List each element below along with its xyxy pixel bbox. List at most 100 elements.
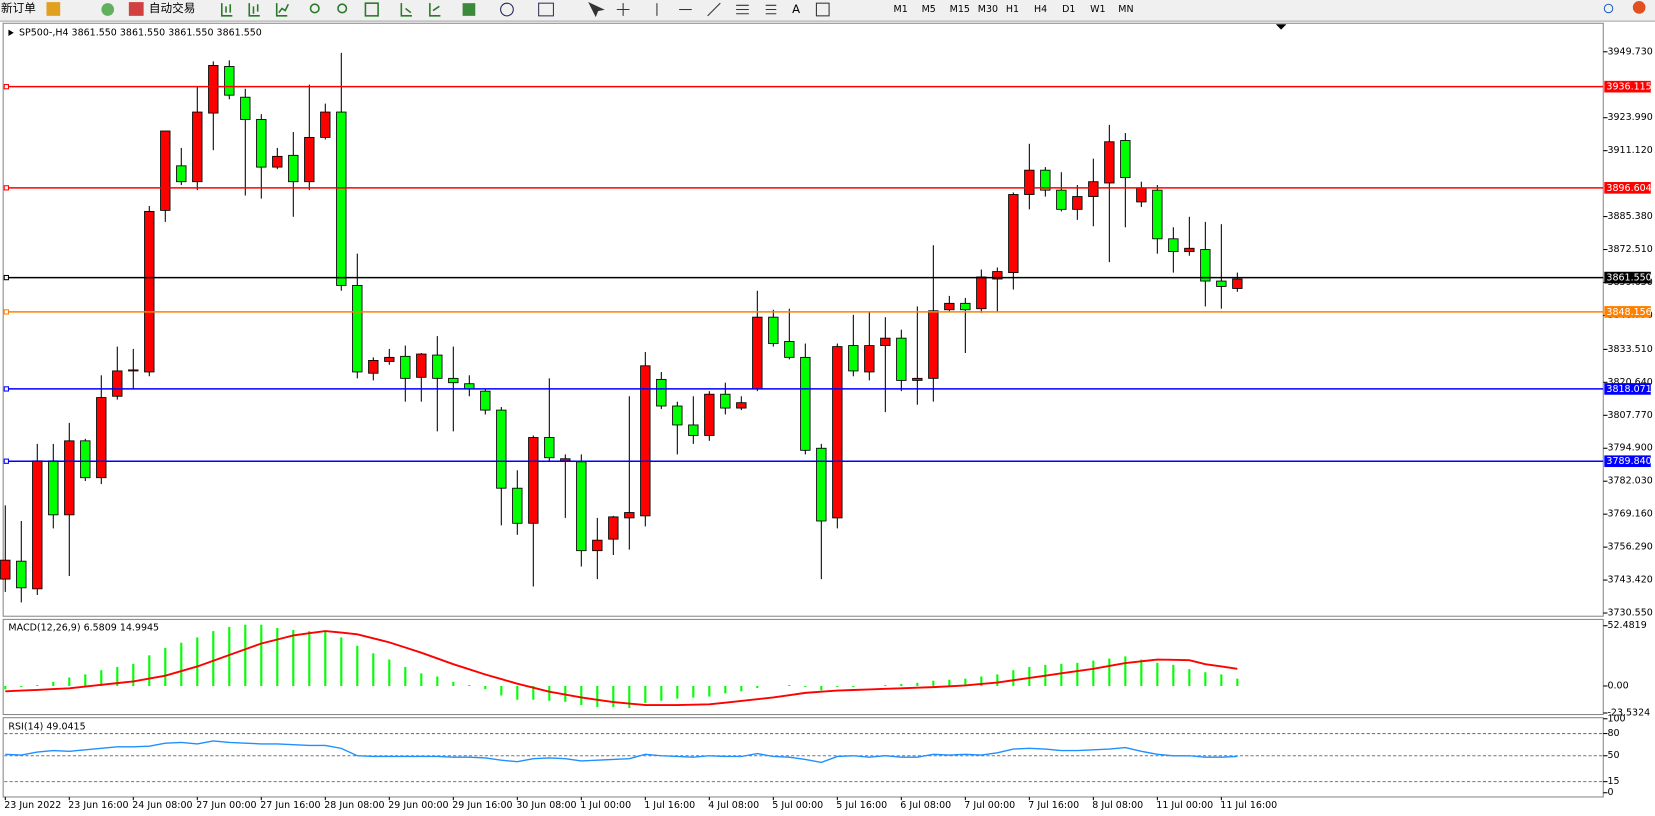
candle-body — [864, 345, 875, 373]
timeframe-button[interactable]: W1 — [1090, 4, 1105, 15]
y-tick-label: 3782.030 — [1607, 476, 1652, 487]
price-label-box — [1604, 383, 1651, 395]
y-tick-label: 3743.420 — [1607, 575, 1652, 586]
x-tick-label: 11 Jul 00:00 — [1156, 800, 1213, 811]
x-tick-label: 1 Jul 16:00 — [644, 800, 695, 811]
x-tick-label: 23 Jun 2022 — [4, 800, 61, 811]
x-tick-label: 5 Jul 00:00 — [772, 800, 823, 811]
x-tick-label: 6 Jul 08:00 — [900, 800, 951, 811]
timeframe-button[interactable]: H4 — [1034, 4, 1047, 15]
candle-body — [832, 346, 843, 519]
x-tick-label: 24 Jun 08:00 — [132, 800, 192, 811]
y-tick-label: 80 — [1607, 728, 1619, 739]
icon[interactable] — [538, 2, 554, 17]
candle-body — [800, 356, 811, 451]
candle-body — [688, 424, 699, 436]
price-label-box — [1604, 182, 1651, 194]
y-tick-label: 0 — [1607, 787, 1613, 798]
timeframe-button[interactable]: MN — [1118, 4, 1133, 15]
candle-body — [496, 409, 507, 489]
drawing-tools[interactable] — [588, 2, 777, 18]
x-tick-label: 5 Jul 16:00 — [836, 800, 887, 811]
candle-body — [448, 377, 459, 384]
toolbar — [0, 0, 1655, 22]
y-tick-label: 3769.160 — [1607, 509, 1652, 520]
price-panel — [2, 22, 1604, 617]
text-tool[interactable]: A — [792, 2, 800, 16]
timeframe-button[interactable]: H1 — [1006, 4, 1019, 15]
timeframe-button[interactable]: M30 — [978, 4, 998, 15]
candle-body — [1200, 249, 1211, 282]
candle-body — [1232, 278, 1243, 289]
y-tick-label: 3807.770 — [1607, 410, 1652, 421]
price-label: 3789.840 — [1606, 456, 1651, 467]
timeframe-button[interactable]: M1 — [894, 4, 908, 15]
candle-body — [240, 96, 251, 120]
price-label: 3818.071 — [1606, 384, 1651, 395]
candle-body — [352, 284, 363, 373]
tool-icons[interactable] — [221, 2, 441, 17]
candle-body — [256, 119, 267, 168]
x-tick-label: 7 Jul 00:00 — [964, 800, 1015, 811]
candle-body — [976, 276, 987, 310]
candle-body — [1120, 140, 1131, 179]
candle-body — [608, 516, 619, 540]
line-anchor — [3, 386, 9, 392]
x-tick-label: 27 Jun 16:00 — [260, 800, 320, 811]
timeframe-button[interactable]: M5 — [922, 4, 936, 15]
candle-body — [16, 560, 27, 589]
candle-body — [736, 402, 747, 409]
x-tick-label: 7 Jul 16:00 — [1028, 800, 1079, 811]
candle-body — [880, 337, 891, 346]
new-order-button[interactable]: 新订单 — [1, 1, 36, 15]
candle-body — [144, 210, 155, 373]
y-tick-label: 100 — [1607, 713, 1625, 724]
timeframe-bar: M1 M5 M15 M30 H1 H4 D1 W1 MN — [894, 4, 1134, 15]
candle-body — [64, 440, 75, 516]
macd-panel — [2, 618, 1604, 716]
notification-icon[interactable] — [1632, 1, 1646, 14]
icon[interactable] — [500, 2, 514, 17]
timeframe-button[interactable]: D1 — [1062, 4, 1075, 15]
icon[interactable] — [128, 2, 144, 16]
candle-body — [512, 487, 523, 524]
candle-body — [96, 397, 107, 479]
candle-body — [320, 111, 331, 138]
y-tick-label: 3820.640 — [1607, 377, 1652, 388]
y-tick-label: 15 — [1607, 776, 1619, 787]
auto-trading-button[interactable]: 自动交易 — [149, 1, 195, 15]
line-anchor — [3, 84, 9, 90]
candle-body — [816, 447, 827, 522]
rsi-title: RSI(14) 49.0415 — [8, 722, 85, 733]
icon[interactable] — [462, 3, 476, 16]
candle-body — [656, 378, 667, 407]
y-tick-label: 3885.380 — [1607, 211, 1652, 222]
candle-body — [528, 437, 539, 524]
chart-title: SP500-,H4 3861.550 3861.550 3861.550 386… — [19, 27, 262, 38]
icon[interactable] — [101, 3, 115, 16]
candle-body — [592, 539, 603, 552]
x-tick-label: 4 Jul 08:00 — [708, 800, 759, 811]
y-tick-label: 3923.990 — [1607, 112, 1652, 123]
candle-body — [112, 370, 123, 397]
icon[interactable] — [46, 2, 61, 16]
search-icon[interactable] — [1603, 3, 1614, 14]
candle-body — [208, 65, 219, 114]
label-tool[interactable] — [815, 2, 830, 17]
timeframe-button[interactable]: M15 — [950, 4, 970, 15]
x-tick-label: 11 Jul 16:00 — [1220, 800, 1277, 811]
x-tick-label: 28 Jun 08:00 — [324, 800, 384, 811]
line-anchor — [3, 309, 9, 315]
candle-body — [1088, 181, 1099, 197]
signal-line — [5, 630, 1238, 706]
candle-body — [992, 271, 1003, 280]
candle-body — [288, 154, 299, 183]
rsi-line — [5, 740, 1238, 764]
price-label: 3848.156 — [1606, 307, 1651, 318]
macd-title: MACD(12,26,9) 6.5809 14.9945 — [8, 622, 159, 633]
candle-body — [272, 155, 283, 168]
y-tick-label: 3911.120 — [1607, 145, 1652, 156]
y-tick-label: 52.4819 — [1607, 620, 1646, 631]
candle-body — [752, 316, 763, 390]
